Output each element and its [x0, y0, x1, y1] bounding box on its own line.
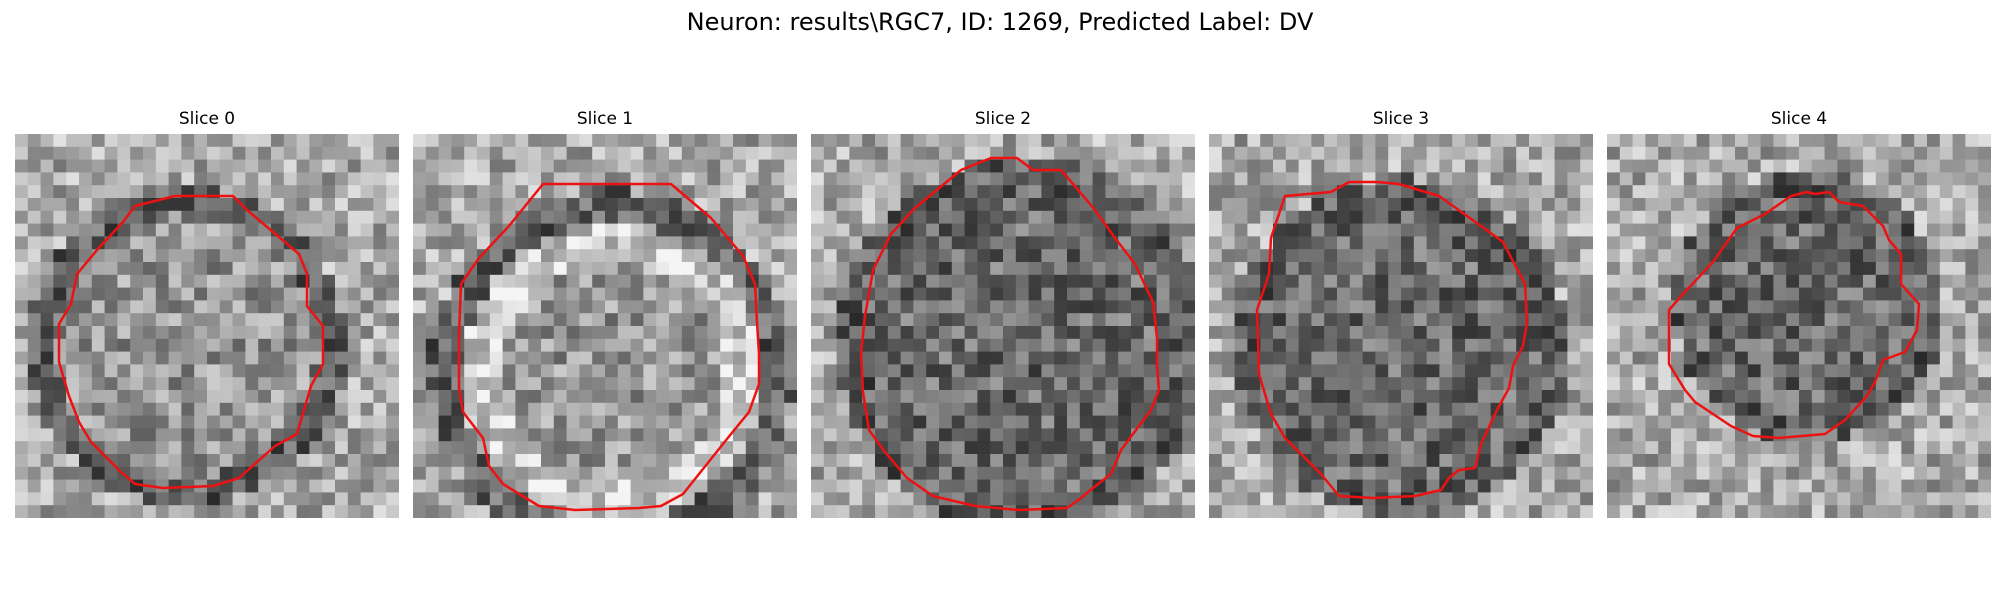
cell-contour — [1255, 180, 1529, 500]
slice-panel-4: Slice 4 — [1607, 108, 1991, 520]
slice-image-2 — [811, 134, 1195, 518]
micrograph-texture — [15, 134, 399, 518]
slice-title: Slice 2 — [974, 109, 1032, 129]
cell-contour — [57, 194, 325, 490]
micrograph-texture — [1209, 134, 1593, 518]
slice-panel-2: Slice 2 — [811, 108, 1195, 520]
slice-title: Slice 0 — [178, 109, 236, 129]
micrograph-texture — [413, 134, 797, 518]
cell-contour — [457, 182, 761, 512]
cell-contour — [859, 156, 1161, 512]
slice-image-4 — [1607, 134, 1991, 518]
micrograph-texture — [811, 134, 1195, 518]
slice-panel-0: Slice 0 — [15, 108, 399, 520]
figure-title: Neuron: results\RGC7, ID: 1269, Predicte… — [686, 8, 1314, 36]
slice-image-3 — [1209, 134, 1593, 518]
slice-image-0 — [15, 134, 399, 518]
slice-title: Slice 4 — [1770, 109, 1828, 129]
slice-title: Slice 3 — [1372, 109, 1430, 129]
micrograph-texture — [1607, 134, 1991, 518]
slice-panel-3: Slice 3 — [1209, 108, 1593, 520]
slice-title: Slice 1 — [576, 109, 634, 129]
slice-image-1 — [413, 134, 797, 518]
cell-contour — [1667, 190, 1921, 440]
slice-panel-1: Slice 1 — [413, 108, 797, 520]
